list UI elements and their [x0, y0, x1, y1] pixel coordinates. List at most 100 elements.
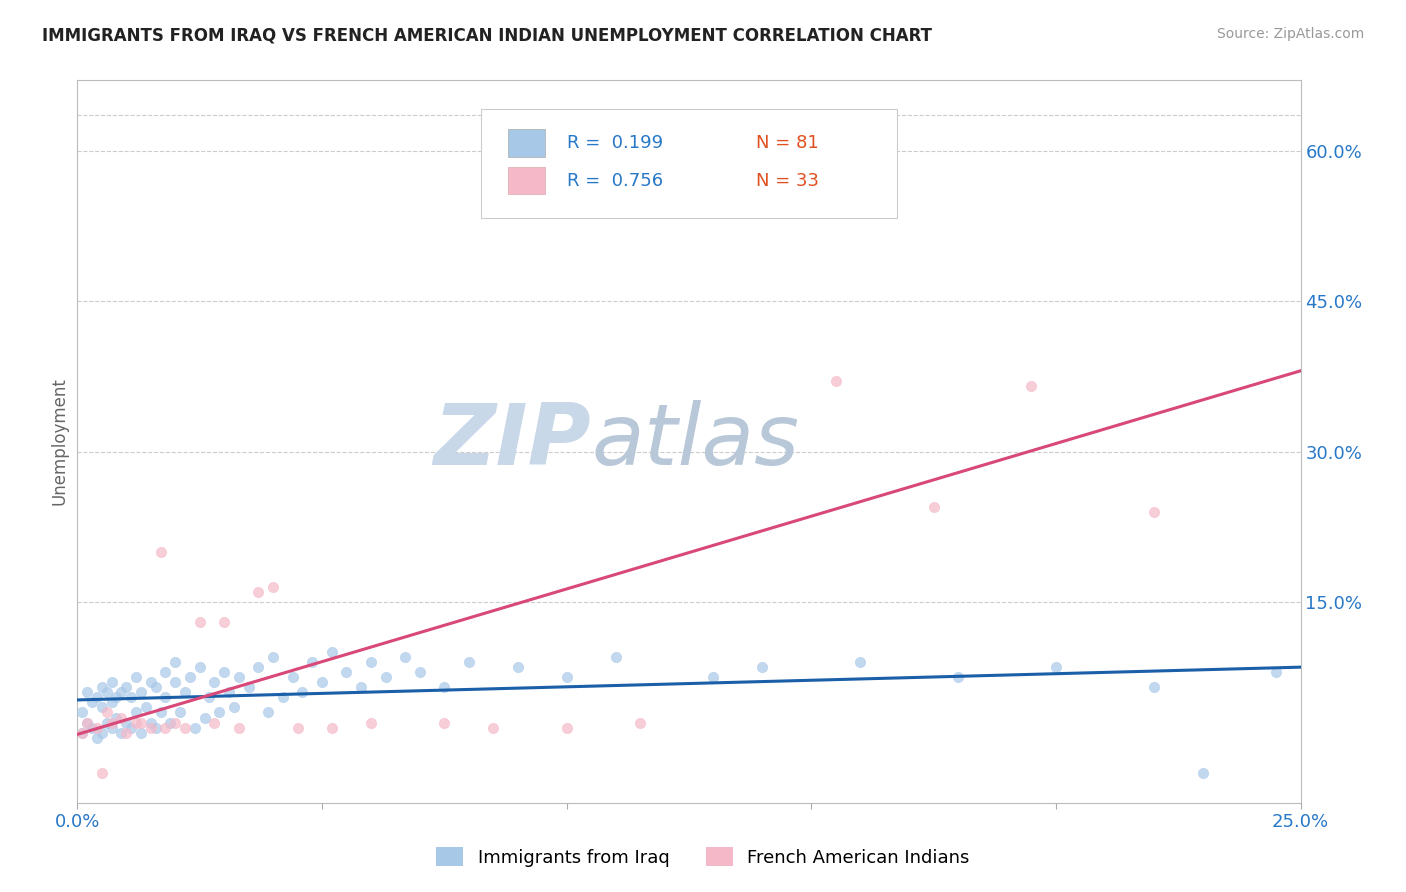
Point [321, 721, 343, 735]
Point [90, 700, 112, 714]
Point [188, 615, 211, 630]
Point [139, 715, 162, 730]
Point [555, 670, 578, 684]
Point [139, 675, 162, 690]
Point [824, 375, 846, 389]
Point [212, 665, 235, 680]
Point [409, 665, 432, 680]
Point [291, 685, 314, 699]
Point [145, 681, 167, 695]
Point [1143, 681, 1166, 695]
Point [80, 696, 103, 710]
Point [228, 721, 250, 735]
Legend: Immigrants from Iraq, French American Indians: Immigrants from Iraq, French American In… [429, 840, 977, 874]
Point [125, 706, 148, 720]
Point [149, 545, 172, 559]
Point [86, 721, 108, 735]
Point [1191, 765, 1213, 780]
Point [70, 725, 93, 739]
Point [335, 665, 357, 680]
Point [145, 721, 167, 735]
Point [922, 500, 945, 514]
Point [135, 700, 157, 714]
Point [149, 706, 172, 720]
Y-axis label: Unemployment: Unemployment [51, 377, 69, 506]
Point [222, 700, 245, 714]
Point [482, 721, 505, 735]
Point [433, 681, 456, 695]
Point [76, 685, 98, 699]
Point [188, 660, 211, 674]
Point [360, 715, 382, 730]
Point [193, 710, 215, 724]
Point [96, 715, 118, 730]
Point [76, 715, 98, 730]
Point [374, 670, 396, 684]
Point [678, 194, 700, 208]
Point [165, 715, 187, 730]
FancyBboxPatch shape [508, 129, 544, 157]
Point [155, 721, 177, 735]
Point [115, 725, 138, 739]
Point [165, 655, 187, 669]
Point [90, 725, 112, 739]
Point [120, 721, 142, 735]
Point [228, 670, 250, 684]
Point [311, 675, 333, 690]
FancyBboxPatch shape [508, 167, 544, 194]
Point [184, 721, 207, 735]
Point [247, 585, 270, 599]
Point [155, 665, 177, 680]
Point [198, 690, 221, 705]
Point [165, 675, 187, 690]
Point [120, 690, 142, 705]
Point [100, 721, 122, 735]
Point [202, 675, 225, 690]
Point [90, 681, 112, 695]
Point [169, 706, 191, 720]
Point [350, 681, 373, 695]
FancyBboxPatch shape [481, 109, 897, 218]
Point [86, 731, 108, 745]
Point [262, 580, 284, 594]
Text: atlas: atlas [591, 400, 799, 483]
Point [159, 715, 181, 730]
Point [129, 685, 152, 699]
Point [321, 645, 343, 659]
Point [70, 725, 93, 739]
Point [257, 706, 280, 720]
Point [100, 715, 122, 730]
Point [105, 690, 128, 705]
Point [110, 685, 132, 699]
Point [129, 715, 152, 730]
Point [262, 650, 284, 665]
Point [1265, 665, 1288, 680]
Point [100, 696, 122, 710]
Point [70, 706, 93, 720]
Point [212, 615, 235, 630]
Point [80, 721, 103, 735]
Point [115, 681, 138, 695]
Point [76, 715, 98, 730]
Point [110, 725, 132, 739]
Point [179, 670, 201, 684]
Point [271, 690, 294, 705]
Text: N = 33: N = 33 [756, 172, 820, 190]
Point [238, 681, 260, 695]
Point [110, 710, 132, 724]
Point [96, 706, 118, 720]
Text: Source: ZipAtlas.com: Source: ZipAtlas.com [1216, 27, 1364, 41]
Point [457, 655, 479, 669]
Point [605, 650, 627, 665]
Point [174, 685, 197, 699]
Point [1021, 379, 1043, 393]
Point [86, 690, 108, 705]
Point [394, 650, 416, 665]
Point [208, 706, 231, 720]
Point [218, 685, 240, 699]
Point [360, 655, 382, 669]
Text: N = 81: N = 81 [756, 134, 818, 153]
Point [1143, 505, 1166, 519]
Point [125, 670, 148, 684]
Point [1045, 660, 1067, 674]
